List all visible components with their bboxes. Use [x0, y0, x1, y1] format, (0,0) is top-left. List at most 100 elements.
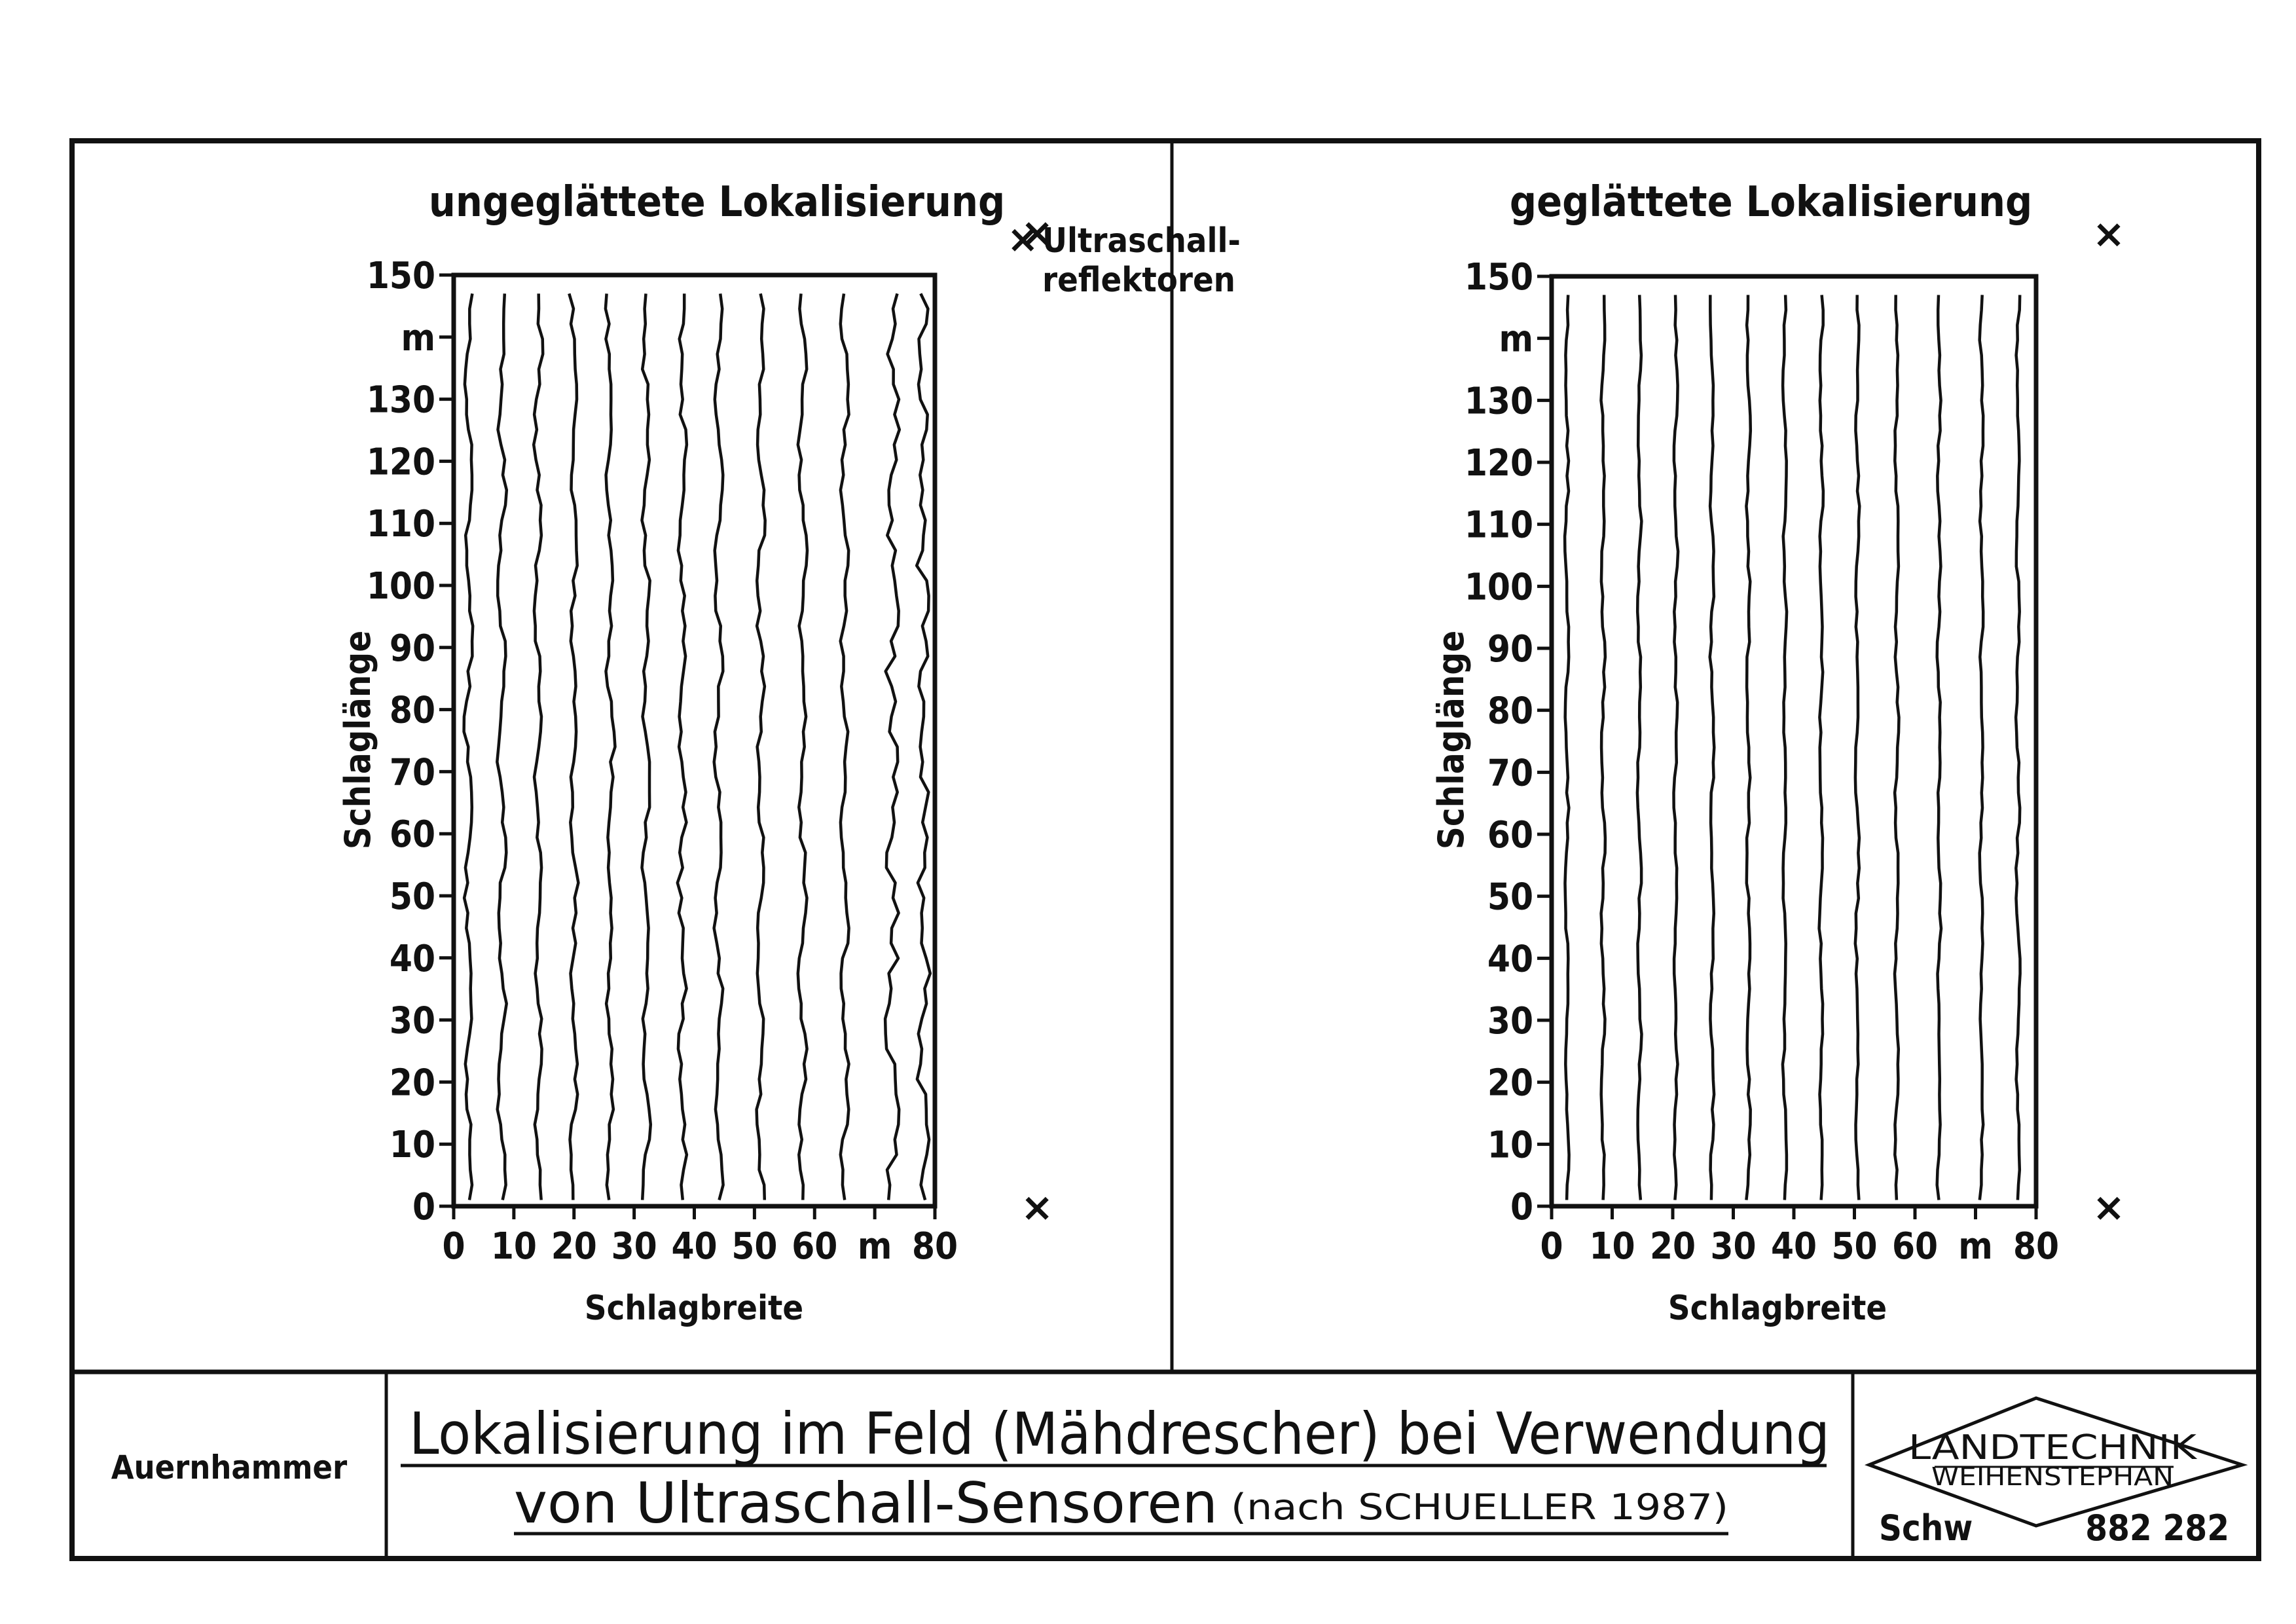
reflector-cross-icon: ×	[2092, 1185, 2125, 1230]
sheet-code-right: 882 282	[2085, 1507, 2229, 1549]
y-tick-label: 80	[390, 690, 435, 732]
track-line	[1708, 295, 1716, 1200]
track-line	[755, 293, 767, 1200]
y-tick-label: 40	[390, 938, 435, 980]
y-tick-label: 20	[390, 1061, 435, 1104]
chart-title: ungeglättete Lokalisierung	[429, 178, 1005, 227]
y-tick-label: 150	[1465, 256, 1533, 299]
y-tick-label: 30	[1487, 1000, 1533, 1043]
track-line	[1935, 295, 1943, 1200]
outer-frame	[69, 138, 2261, 1561]
track-line	[568, 293, 580, 1200]
y-tick-label: 60	[1487, 814, 1533, 857]
y-tick-label: 70	[390, 751, 435, 794]
track-line	[1599, 295, 1607, 1200]
y-tick-label: m	[1499, 318, 1534, 361]
x-tick-label: 60	[1892, 1225, 1938, 1268]
track-line	[1853, 295, 1861, 1200]
x-tick-label: 40	[1771, 1225, 1817, 1268]
track-line	[712, 293, 725, 1201]
track-line	[496, 293, 509, 1200]
track-line	[839, 293, 850, 1200]
x-tick-label: 80	[912, 1225, 958, 1268]
track-line	[676, 293, 689, 1200]
y-tick-label: 40	[1487, 938, 1533, 980]
reflector-legend: × Ultraschall- reflektoren	[1007, 217, 1241, 300]
y-tick-label: m	[401, 317, 436, 360]
x-axis-label: Schlagbreite	[1668, 1289, 1887, 1328]
x-tick-label: 40	[671, 1225, 717, 1268]
x-axis-label: Schlagbreite	[585, 1289, 803, 1328]
y-tick-label: 110	[367, 503, 435, 545]
x-tick-label: 30	[1710, 1225, 1756, 1268]
x-tick-label: m	[858, 1225, 892, 1268]
plot-frame	[1549, 274, 2039, 1209]
y-tick-label: 0	[412, 1186, 435, 1228]
track-line	[1817, 295, 1825, 1200]
track-line	[2014, 295, 2022, 1200]
y-tick-label: 90	[1487, 628, 1533, 671]
caption-line-1: Lokalisierung im Feld (Mähdrescher) bei …	[409, 1400, 1830, 1467]
y-tick-label: 10	[390, 1124, 435, 1166]
y-tick-labels: 0 10 20 30 40 50 60 70 80 90 100 110 120 130 m 150	[367, 255, 454, 1228]
y-tick-label: 50	[1487, 876, 1533, 919]
reflector-markers: ××	[1021, 210, 1053, 1230]
logo-line-1: LANDTECHNIK	[1908, 1428, 2198, 1467]
track-line	[796, 293, 809, 1200]
y-tick-label: 120	[367, 441, 435, 483]
track-line	[1745, 295, 1753, 1200]
x-tick-label: m	[1958, 1225, 1993, 1268]
track-line	[1672, 295, 1680, 1200]
sheet-code-left: Schw	[1879, 1507, 1973, 1549]
cross-icon: ×	[1007, 217, 1039, 261]
chart-title: geglättete Lokalisierung	[1510, 178, 2032, 227]
reflector-markers: ××	[2092, 212, 2125, 1230]
legend-line-1: Ultraschall-	[1042, 221, 1241, 261]
x-tick-label: 0	[1540, 1225, 1563, 1268]
track-line	[1781, 295, 1789, 1200]
y-tick-label: 130	[367, 379, 435, 422]
x-tick-labels: 0 10 20 30 40 50 60 m 80	[442, 1206, 958, 1268]
y-tick-labels: 0 10 20 30 40 50 60 70 80 90 100 110 120 130 m 150	[1465, 256, 1552, 1228]
y-tick-label: 70	[1487, 752, 1533, 794]
figure-caption: Lokalisierung im Feld (Mähdrescher) bei …	[401, 1400, 1830, 1536]
author-name: Auernhammer	[111, 1449, 348, 1486]
caption-line-2: von Ultraschall-Sensoren	[514, 1471, 1218, 1536]
reflector-cross-icon: ×	[1021, 210, 1053, 256]
track-line	[1978, 295, 1985, 1200]
y-tick-label: 100	[1465, 566, 1533, 608]
y-tick-label: 80	[1487, 690, 1533, 733]
x-tick-label: 80	[2013, 1225, 2059, 1268]
plot-frame	[451, 272, 938, 1209]
track-lines	[1563, 295, 2022, 1200]
y-tick-label: 0	[1510, 1186, 1533, 1228]
reflector-cross-icon: ×	[1021, 1185, 1053, 1230]
y-axis-label: Schlaglänge	[337, 631, 378, 849]
track-lines	[462, 293, 932, 1201]
y-tick-label: 110	[1465, 504, 1533, 547]
x-tick-label: 10	[1589, 1225, 1635, 1268]
x-tick-label: 20	[551, 1225, 597, 1268]
chart-panel-smoothed: geglättete Lokalisierung 0 10 20 30 40 50 60 70…	[1430, 178, 2125, 1328]
x-tick-label: 10	[491, 1225, 537, 1268]
x-tick-label: 30	[611, 1225, 657, 1268]
track-line	[915, 293, 932, 1201]
x-tick-label: 50	[1831, 1225, 1877, 1268]
legend-line-2: reflektoren	[1042, 261, 1235, 300]
y-axis-label: Schlaglänge	[1430, 631, 1472, 849]
x-tick-label: 0	[442, 1225, 465, 1268]
y-tick-label: 20	[1487, 1062, 1533, 1105]
y-tick-label: 50	[390, 876, 435, 918]
track-line	[604, 293, 617, 1200]
track-line	[1635, 295, 1643, 1200]
y-tick-label: 60	[390, 813, 435, 856]
x-tick-label: 60	[792, 1225, 837, 1268]
track-line	[1563, 295, 1571, 1200]
y-tick-label: 130	[1465, 380, 1533, 422]
x-tick-label: 50	[731, 1225, 777, 1268]
track-line	[1893, 295, 1901, 1200]
track-line	[883, 293, 902, 1200]
caption-note: (nach SCHUELLER 1987)	[1231, 1486, 1728, 1528]
track-line	[462, 293, 475, 1200]
